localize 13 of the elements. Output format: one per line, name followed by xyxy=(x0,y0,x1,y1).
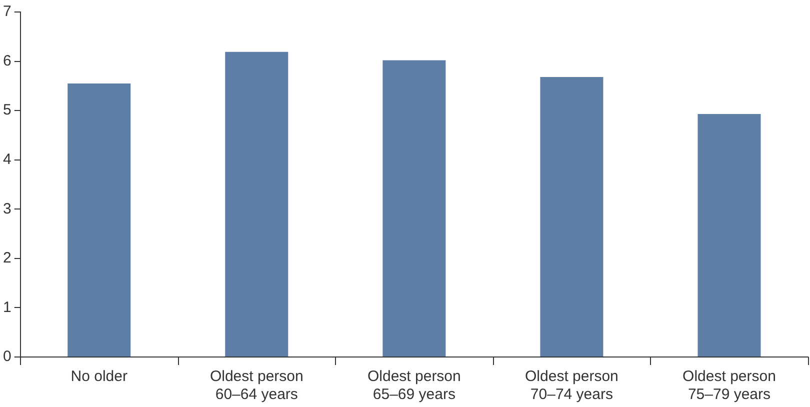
y-tick-label: 2 xyxy=(3,250,12,267)
y-tick-label: 5 xyxy=(3,102,12,119)
y-tick-label: 7 xyxy=(3,3,12,20)
x-tick-label: Oldest person 60–64 years xyxy=(210,368,304,404)
y-tick-label: 3 xyxy=(3,200,12,218)
x-tick-label: Oldest person 75–79 years xyxy=(682,368,776,404)
x-tick-label: No older xyxy=(70,368,128,386)
y-tick-label: 0 xyxy=(3,348,12,366)
x-tick-label: Oldest person 70–74 years xyxy=(525,368,618,404)
y-tick-label: 1 xyxy=(3,298,12,316)
y-tick-label: 4 xyxy=(3,151,12,168)
y-tick-label: 6 xyxy=(3,52,12,70)
x-tick-label: Oldest person 65–69 years xyxy=(367,368,461,404)
